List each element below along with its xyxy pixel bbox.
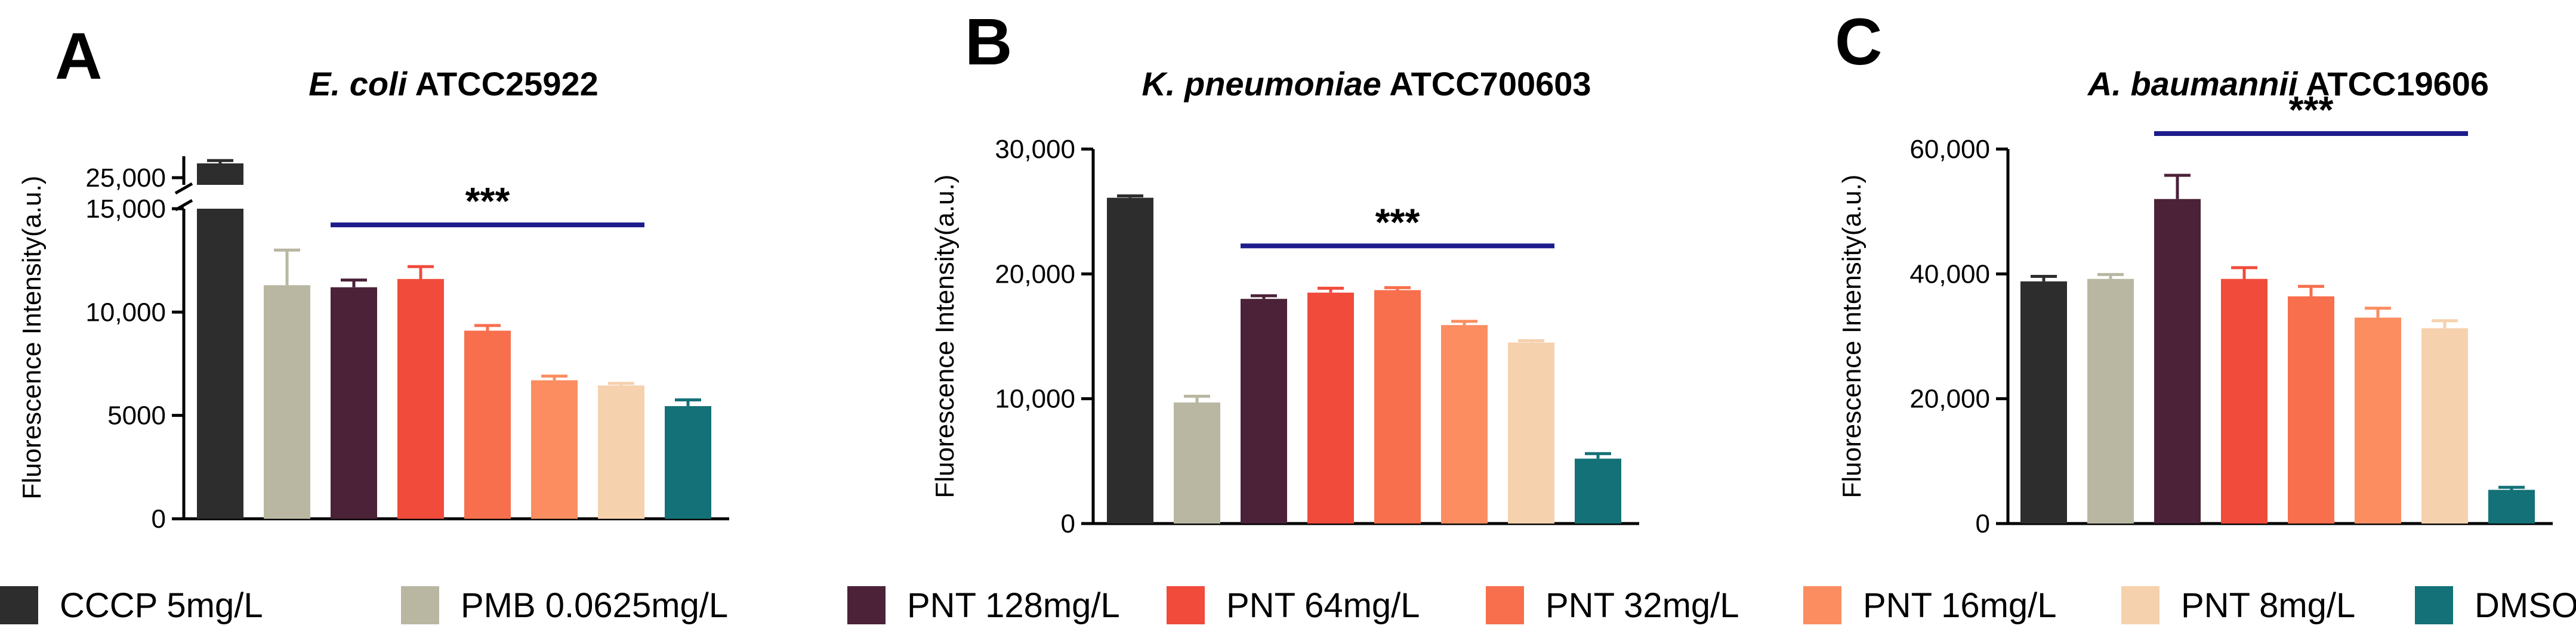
bar bbox=[331, 287, 377, 519]
chart-panel-c: C A. baumannii ATCC19606 Fluorescence Inte… bbox=[1835, 5, 2553, 538]
legend-item: PNT 64mg/L bbox=[1167, 572, 1420, 638]
axis-break-mark bbox=[174, 199, 193, 212]
bar bbox=[2355, 317, 2401, 524]
legend: CCCP 5mg/L PMB 0.0625mg/L PNT 128mg/L PNT 6… bbox=[0, 572, 2576, 638]
chart-title-species: K. pneumoniae bbox=[1142, 65, 1381, 103]
chart-title-species: A. baumannii bbox=[2087, 65, 2299, 103]
bar bbox=[665, 406, 711, 519]
bar bbox=[1575, 459, 1621, 524]
panel-letter: A bbox=[55, 20, 102, 93]
legend-label: PMB 0.0625mg/L bbox=[461, 586, 729, 625]
chart-title: E. coli ATCC25922 bbox=[308, 65, 599, 103]
panel-letter: C bbox=[1835, 5, 1882, 79]
legend-label: PNT 32mg/L bbox=[1545, 586, 1739, 625]
bar bbox=[1441, 325, 1488, 524]
legend-item: PNT 32mg/L bbox=[1486, 572, 1739, 638]
legend-swatch bbox=[1803, 586, 1841, 624]
chart-title-species: E. coli bbox=[308, 65, 408, 103]
y-tick-label: 30,000 bbox=[995, 135, 1075, 164]
significance-stars: *** bbox=[2289, 88, 2334, 131]
legend-label: CCCP 5mg/L bbox=[60, 586, 263, 625]
y-tick-label: 40,000 bbox=[1909, 259, 1990, 289]
chart-title: K. pneumoniae ATCC700603 bbox=[1142, 65, 1591, 103]
y-tick-label: 60,000 bbox=[1909, 135, 1990, 164]
bar bbox=[2421, 328, 2468, 524]
y-tick-label: 10,000 bbox=[995, 385, 1075, 414]
legend-swatch bbox=[401, 586, 439, 624]
bar bbox=[2087, 278, 2134, 524]
chart-title-strain: ATCC19606 bbox=[2298, 65, 2489, 103]
legend-label: PNT 8mg/L bbox=[2181, 586, 2356, 625]
bar bbox=[464, 330, 511, 519]
significance-stars: *** bbox=[465, 179, 510, 222]
y-axis-label: Fluorescence Intensity(a.u.) bbox=[17, 176, 47, 500]
bar bbox=[531, 380, 578, 519]
chart-title: A. baumannii ATCC19606 bbox=[2087, 65, 2489, 103]
axis-break-mark bbox=[174, 182, 193, 195]
bar bbox=[1307, 292, 1354, 524]
legend-label: PNT 64mg/L bbox=[1226, 586, 1420, 625]
chart-panel-b: B K. pneumoniae ATCC700603 Fluorescence In… bbox=[930, 5, 1639, 538]
y-tick-label: 10,000 bbox=[85, 298, 166, 327]
legend-swatch bbox=[847, 586, 886, 624]
bar-upper bbox=[197, 163, 243, 185]
legend-label: PNT 16mg/L bbox=[1863, 586, 2057, 625]
bar bbox=[2020, 281, 2067, 524]
legend-label: DMSO bbox=[2475, 586, 2576, 625]
legend-item: PMB 0.0625mg/L bbox=[401, 572, 728, 638]
y-tick-label: 20,000 bbox=[995, 259, 1075, 289]
y-axis-label: Fluorescence Intensity(a.u.) bbox=[1837, 175, 1867, 499]
legend-swatch bbox=[2415, 586, 2453, 624]
chart-title-strain: ATCC700603 bbox=[1381, 65, 1591, 103]
y-axis-label: Fluorescence Intensity(a.u.) bbox=[930, 175, 960, 499]
legend-swatch bbox=[1486, 586, 1524, 624]
legend-item: CCCP 5mg/L bbox=[0, 572, 263, 638]
y-tick-label: 0 bbox=[1061, 509, 1075, 538]
bar bbox=[1374, 290, 1421, 524]
bar bbox=[1174, 402, 1220, 524]
y-tick-label: 0 bbox=[152, 504, 166, 534]
legend-item: PNT 128mg/L bbox=[847, 572, 1120, 638]
y-tick-label: 20,000 bbox=[1909, 385, 1990, 414]
legend-label: PNT 128mg/L bbox=[907, 586, 1120, 625]
bar bbox=[2221, 278, 2268, 524]
chart-panel-a: A E. coli ATCC25922 Fluorescence Intensity… bbox=[17, 20, 729, 534]
bar bbox=[264, 285, 310, 519]
bar bbox=[1107, 197, 1153, 524]
bar bbox=[397, 278, 444, 519]
y-tick-label: 15,000 bbox=[85, 194, 166, 224]
bar bbox=[2488, 490, 2535, 524]
bar bbox=[2154, 199, 2201, 524]
legend-item: PNT 16mg/L bbox=[1803, 572, 2057, 638]
legend-item: DMSO bbox=[2415, 572, 2576, 638]
y-tick-label: 25,000 bbox=[85, 163, 166, 193]
bar bbox=[197, 209, 243, 519]
chart-title-strain: ATCC25922 bbox=[407, 65, 599, 103]
legend-swatch bbox=[0, 586, 38, 624]
bar bbox=[598, 385, 644, 519]
legend-swatch bbox=[1167, 586, 1205, 624]
y-tick-label: 5000 bbox=[107, 401, 166, 431]
bar bbox=[1241, 299, 1287, 524]
bar bbox=[2288, 296, 2334, 524]
panel-letter: B bbox=[965, 5, 1012, 79]
legend-swatch bbox=[2121, 586, 2159, 624]
y-tick-label: 0 bbox=[1976, 509, 1990, 538]
significance-stars: *** bbox=[1375, 200, 1420, 243]
legend-item: PNT 8mg/L bbox=[2121, 572, 2355, 638]
bar bbox=[1508, 342, 1554, 524]
